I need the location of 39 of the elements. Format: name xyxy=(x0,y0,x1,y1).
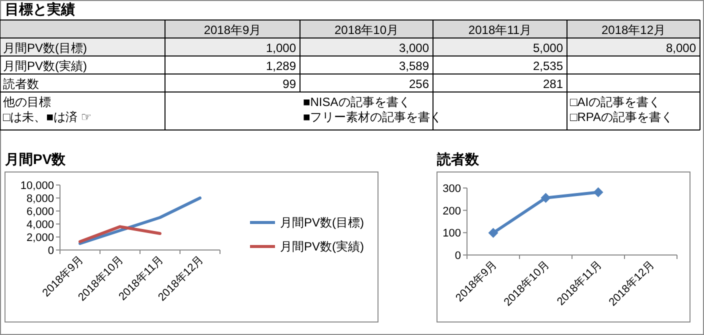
text: 256 xyxy=(408,77,429,91)
category-label: 2018年12月 xyxy=(601,23,666,37)
y-tick-label: 0 xyxy=(48,245,54,257)
category-label: 2018年11月 xyxy=(468,23,532,37)
y-tick-label: 200 xyxy=(442,205,461,218)
text: ■NISAの記事を書く ■フリー素材の記事を書く xyxy=(303,95,442,124)
y-tick-label: 6,000 xyxy=(26,206,54,218)
y-tick-label: 300 xyxy=(442,183,461,195)
y-tick-label: 8,000 xyxy=(26,193,54,205)
y-tick-label: 10,000 xyxy=(20,180,54,192)
text: □AIの記事を書く □RPAの記事を書く xyxy=(570,95,674,124)
category-label: 月間PV数(目標) xyxy=(3,41,87,55)
y-tick-label: 0 xyxy=(454,250,461,262)
point xyxy=(488,228,498,238)
text: 3,589 xyxy=(398,59,429,73)
chart-title: 月間PV数 xyxy=(4,151,67,167)
text: 3,000 xyxy=(398,41,429,55)
text: 281 xyxy=(542,77,563,91)
y-tick-label: 2,000 xyxy=(26,232,54,244)
text: 1,000 xyxy=(266,41,296,55)
category-label: 月間PV数(実績) xyxy=(3,59,87,73)
category-label: 読者数 xyxy=(3,77,39,91)
legend-label: 月間PV数(実績) xyxy=(280,240,364,254)
text: 99 xyxy=(282,77,296,91)
y-tick-label: 4,000 xyxy=(26,219,54,231)
chart-title: 読者数 xyxy=(436,151,480,167)
category-label: 2018年10月 xyxy=(334,23,399,37)
legend-label: 月間PV数(目標) xyxy=(280,216,364,230)
category-label: 2018年9月 xyxy=(204,23,262,37)
point xyxy=(593,187,604,198)
line-series xyxy=(78,196,202,245)
text: 目標と実績 xyxy=(5,1,75,17)
text: 8,000 xyxy=(666,41,696,55)
text: 5,000 xyxy=(532,41,563,55)
category-label: 他の目標 □は未、■は済 ☞ xyxy=(3,95,92,124)
point xyxy=(540,192,551,203)
text: 1,289 xyxy=(266,59,296,73)
y-tick-label: 100 xyxy=(442,228,461,240)
text: 2,535 xyxy=(532,59,563,73)
